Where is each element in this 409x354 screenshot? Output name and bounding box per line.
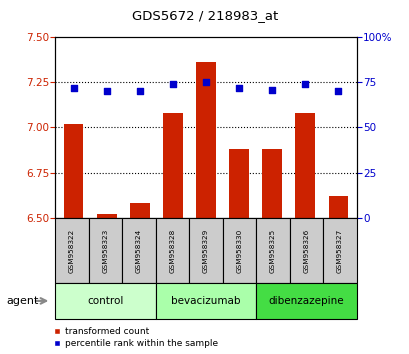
Text: control: control [87,296,124,306]
Text: GSM958330: GSM958330 [236,228,242,273]
Text: GSM958324: GSM958324 [136,228,142,273]
Text: dibenzazepine: dibenzazepine [268,296,344,306]
Point [103,88,110,94]
Point [136,88,143,94]
Point [202,80,209,85]
Point [301,81,308,87]
Bar [196,62,216,218]
Text: GSM958323: GSM958323 [102,228,108,273]
Bar [328,196,348,218]
Point [235,85,242,91]
Bar [130,203,149,218]
Bar [295,113,315,218]
Legend: transformed count, percentile rank within the sample: transformed count, percentile rank withi… [54,327,217,348]
Text: GDS5672 / 218983_at: GDS5672 / 218983_at [132,9,277,22]
Text: agent: agent [6,296,38,306]
Text: GSM958327: GSM958327 [336,228,342,273]
Point [335,88,341,94]
Point [169,81,176,87]
Text: GSM958326: GSM958326 [303,228,309,273]
Text: GSM958322: GSM958322 [69,228,75,273]
Point [70,85,76,91]
Text: bevacizumab: bevacizumab [171,296,240,306]
Bar [63,124,83,218]
Text: GSM958329: GSM958329 [202,228,209,273]
Bar [162,113,182,218]
Bar [229,149,248,218]
Text: GSM958328: GSM958328 [169,228,175,273]
Point [268,87,275,92]
Text: GSM958325: GSM958325 [270,228,275,273]
Bar [97,214,116,218]
Bar [262,149,281,218]
